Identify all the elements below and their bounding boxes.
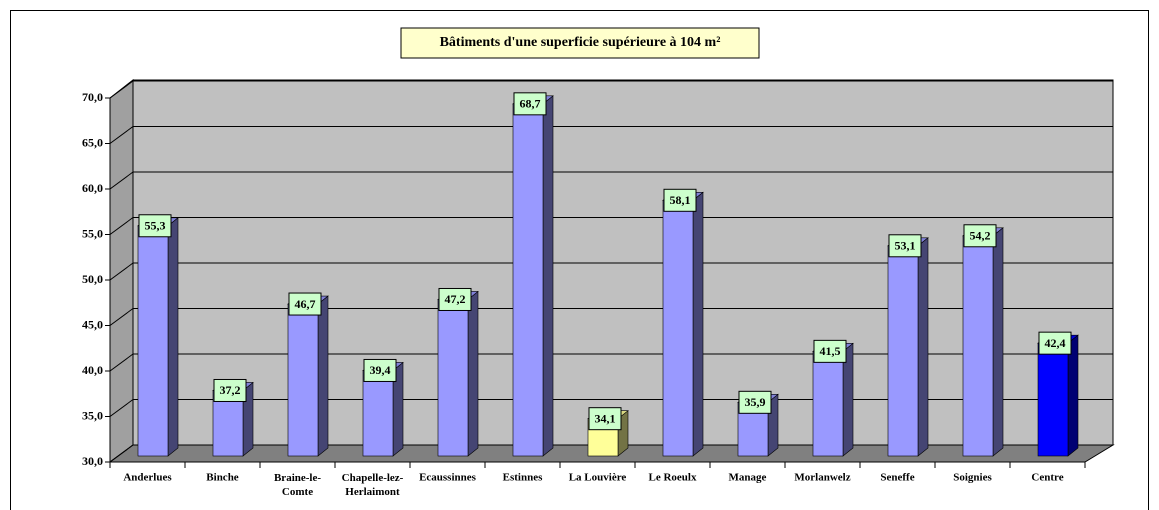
grid-line	[109, 308, 134, 326]
y-tick-label: 50,0	[82, 272, 103, 286]
data-label-box	[888, 234, 922, 258]
x-tick-label: Braine-le-Comte	[274, 472, 321, 498]
grid-line	[109, 399, 134, 417]
data-label-box	[288, 292, 322, 316]
bar	[512, 103, 544, 457]
bar-side	[167, 217, 179, 457]
grid-line	[109, 217, 134, 235]
grid-line	[109, 262, 134, 281]
bar-side	[992, 227, 1004, 457]
bar	[362, 370, 394, 457]
x-tick-label: Anderlues	[123, 472, 172, 484]
grid-line	[109, 171, 134, 190]
data-label: 68,7	[520, 97, 541, 111]
bar	[812, 351, 844, 457]
y-tick-label: 70,0	[82, 90, 103, 104]
x-tick-label: Centre	[1031, 472, 1063, 484]
data-label: 55,3	[145, 219, 166, 233]
bar	[662, 199, 694, 457]
y-tick-label: 45,0	[82, 317, 103, 331]
title-box	[400, 27, 760, 59]
y-tick-label: 35,0	[82, 408, 103, 422]
data-label: 58,1	[670, 193, 691, 207]
data-label-box	[963, 224, 997, 248]
x-tick-label: Seneffe	[880, 472, 914, 484]
x-tick-label: Soignies	[953, 472, 992, 484]
y-tick-label: 40,0	[82, 363, 103, 377]
grid-line	[109, 126, 134, 144]
grid-line	[109, 353, 134, 372]
bar-side	[542, 95, 554, 457]
data-label-box	[663, 188, 697, 212]
y-tick-label: 65,0	[82, 135, 103, 149]
y-tick-label: 55,0	[82, 226, 103, 240]
data-label: 53,1	[895, 239, 916, 253]
data-label-box	[738, 390, 772, 414]
data-label-box	[213, 378, 247, 402]
x-tick-label: Estinnes	[503, 472, 543, 484]
data-label-box	[588, 407, 622, 431]
data-label-box	[513, 92, 547, 116]
data-label-box	[138, 214, 172, 238]
bar	[287, 303, 319, 457]
y-tick-label: 30,0	[82, 454, 103, 468]
bar-side	[917, 237, 929, 457]
data-label: 42,4	[1045, 336, 1066, 350]
x-tick-label: La Louvière	[569, 472, 627, 484]
bar	[1037, 342, 1069, 457]
data-label-box	[1038, 331, 1072, 355]
data-label: 47,2	[445, 292, 466, 306]
data-label: 46,7	[295, 297, 316, 311]
data-label-box	[438, 287, 472, 311]
grid-line	[109, 444, 134, 463]
x-tick-label: Chapelle-lez-Herlaimont	[342, 472, 404, 498]
x-tick-label: Ecaussinnes	[419, 472, 477, 484]
data-label: 35,9	[745, 395, 766, 409]
bar-side	[692, 191, 704, 457]
bar-side	[467, 290, 479, 457]
grid-line	[109, 80, 134, 99]
bar	[962, 235, 994, 457]
x-tick-label: Morlanwelz	[794, 472, 850, 484]
x-tick-label: Le Roeulx	[649, 472, 697, 484]
data-label-box	[813, 339, 847, 363]
data-label-box	[363, 358, 397, 382]
y-tick-label: 60,0	[82, 181, 103, 195]
x-tick-label: Manage	[729, 472, 767, 484]
data-label: 39,4	[370, 363, 391, 377]
bar-side	[317, 295, 329, 457]
data-label: 54,2	[970, 229, 991, 243]
data-label: 37,2	[220, 383, 241, 397]
x-tick-label: Binche	[206, 472, 239, 484]
data-label: 41,5	[820, 344, 841, 358]
bar	[887, 245, 919, 457]
bar	[137, 225, 169, 457]
chart-title: Bâtiments d'une superficie supérieure à …	[440, 35, 721, 50]
bar	[437, 299, 469, 457]
data-label: 34,1	[595, 411, 616, 425]
